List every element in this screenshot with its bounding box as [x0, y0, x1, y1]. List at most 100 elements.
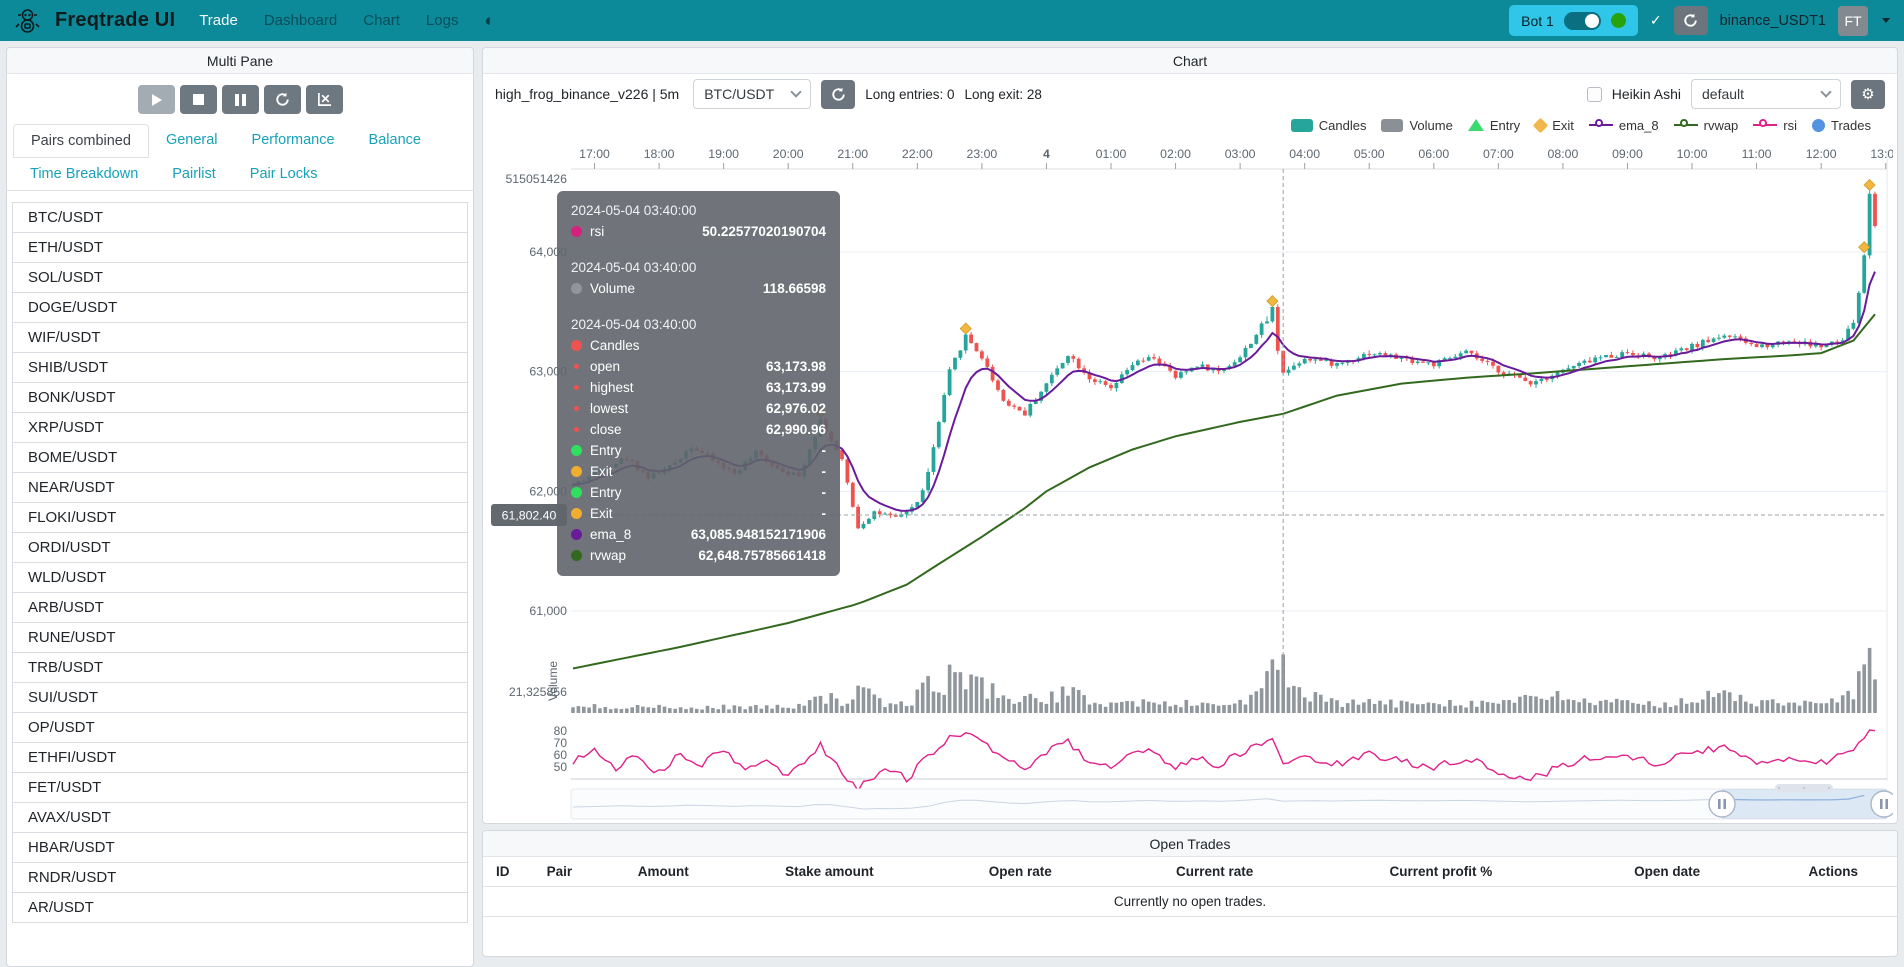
pair-item[interactable]: AR/USDT	[12, 892, 468, 923]
svg-text:11:00: 11:00	[1742, 147, 1772, 161]
svg-text:07:00: 07:00	[1483, 147, 1514, 161]
pair-item[interactable]: RNDR/USDT	[12, 862, 468, 893]
pair-item[interactable]: RUNE/USDT	[12, 622, 468, 653]
pair-item[interactable]: SHIB/USDT	[12, 352, 468, 383]
tab-balance[interactable]: Balance	[368, 132, 421, 148]
chart-panel-header: Chart	[483, 48, 1897, 74]
nav-link-trade[interactable]: Trade	[199, 12, 238, 29]
legend-trades[interactable]: Trades	[1812, 118, 1871, 133]
bot-instance-name: binance_USDT1	[1719, 12, 1826, 29]
bot-name: Bot 1	[1521, 12, 1554, 29]
column-amount: Amount	[637, 864, 689, 879]
svg-text:22:00: 22:00	[902, 147, 933, 161]
pair-item[interactable]: ETHFI/USDT	[12, 742, 468, 773]
reload-config-button[interactable]	[263, 85, 301, 114]
pair-select[interactable]: BTC/USDT	[693, 79, 812, 109]
column-open-date: Open date	[1634, 864, 1701, 879]
svg-text:18:00: 18:00	[644, 147, 675, 161]
brand-title[interactable]: Freqtrade UI	[55, 9, 176, 31]
datazoom-right-handle[interactable]	[1870, 790, 1893, 818]
column-stake-amount: Stake amount	[785, 864, 874, 879]
datazoom-left-handle[interactable]	[1708, 790, 1736, 818]
heikin-ashi-checkbox[interactable]	[1586, 86, 1602, 102]
svg-text:Volume: Volume	[546, 661, 560, 701]
stop-button[interactable]	[179, 85, 217, 114]
tab-general[interactable]: General	[165, 132, 218, 148]
user-avatar[interactable]: FT	[1838, 5, 1868, 36]
pair-item[interactable]: WLD/USDT	[12, 562, 468, 593]
pair-item[interactable]: ARB/USDT	[12, 592, 468, 623]
svg-text:RSI: RSI	[489, 715, 492, 735]
long-exits-label: Long exit: 28	[964, 86, 1042, 102]
nav-link-dashboard[interactable]: Dashboard	[263, 12, 338, 29]
svg-text:12:00: 12:00	[1806, 147, 1837, 161]
datazoom-slider[interactable]	[570, 784, 1893, 820]
svg-text:4: 4	[1043, 147, 1050, 161]
chart-panel: Chart high_frog_binance_v226 | 5m BTC/US…	[482, 47, 1898, 824]
plot-settings-button[interactable]: ⚙	[1851, 79, 1885, 109]
pair-item[interactable]: NEAR/USDT	[12, 472, 468, 503]
svg-text:06:00: 06:00	[1418, 147, 1449, 161]
pair-item[interactable]: XRP/USDT	[12, 412, 468, 443]
pair-item[interactable]: HBAR/USDT	[12, 832, 468, 863]
multi-pane-panel: Multi Pane Pairs combined General Performa…	[6, 47, 474, 967]
legend-exit[interactable]: Exit	[1532, 117, 1574, 133]
svg-text:61,000: 61,000	[529, 604, 567, 618]
pair-item[interactable]: BONK/USDT	[12, 382, 468, 413]
chart-legend: Candles Volume Entry Exit ema_8 rvwap rsi Trade…	[483, 114, 1897, 136]
svg-text:13:00: 13:00	[1870, 147, 1893, 161]
legend-volume[interactable]: Volume	[1381, 118, 1453, 133]
tab-performance[interactable]: Performance	[251, 132, 335, 148]
theme-toggle-icon[interactable]: ◐	[484, 10, 495, 30]
robot-logo-icon	[14, 7, 41, 34]
pair-item[interactable]: OP/USDT	[12, 712, 468, 743]
reload-button[interactable]	[1673, 6, 1708, 35]
pair-item[interactable]: FET/USDT	[12, 772, 468, 803]
legend-entry[interactable]: Entry	[1467, 118, 1520, 133]
nav-link-chart[interactable]: Chart	[363, 12, 400, 29]
legend-rsi[interactable]: rsi	[1753, 118, 1797, 133]
pair-item[interactable]: ETH/USDT	[12, 232, 468, 263]
legend-rvwap[interactable]: rvwap	[1673, 118, 1738, 133]
tab-pairs-combined[interactable]: Pairs combined	[13, 124, 149, 158]
tab-pair-locks[interactable]: Pair Locks	[249, 166, 318, 182]
column-current-rate: Current rate	[1176, 864, 1254, 879]
pair-item[interactable]: WIF/USDT	[12, 322, 468, 353]
pair-item[interactable]: FLOKI/USDT	[12, 502, 468, 533]
column-pair: Pair	[546, 864, 573, 879]
play-button[interactable]	[137, 85, 175, 114]
refresh-icon	[275, 92, 289, 106]
nav-links: Trade Dashboard Chart Logs	[199, 12, 458, 29]
svg-text:20:00: 20:00	[773, 147, 804, 161]
pause-button[interactable]	[221, 85, 259, 114]
svg-text:08:00: 08:00	[1548, 147, 1579, 161]
bot-selector[interactable]: Bot 1	[1509, 5, 1638, 36]
legend-candles[interactable]: Candles	[1290, 118, 1366, 133]
pair-item[interactable]: BTC/USDT	[12, 202, 468, 233]
pair-item[interactable]: SUI/USDT	[12, 682, 468, 713]
pair-item[interactable]: AVAX/USDT	[12, 802, 468, 833]
pair-item[interactable]: ORDI/USDT	[12, 532, 468, 563]
legend-ema_8[interactable]: ema_8	[1588, 118, 1659, 133]
svg-text:61,802.40: 61,802.40	[502, 508, 557, 522]
pair-item[interactable]: SOL/USDT	[12, 262, 468, 293]
ok-check-icon: ✓	[1649, 12, 1662, 28]
pair-item[interactable]: DOGE/USDT	[12, 292, 468, 323]
multi-pane-header: Multi Pane	[7, 48, 473, 74]
sidebar-tabs: Pairs combined General Performance Balance …	[7, 124, 473, 191]
svg-text:50: 50	[554, 760, 568, 774]
pair-item[interactable]: TRB/USDT	[12, 652, 468, 683]
refresh-icon	[832, 87, 845, 101]
open-trades-empty-row: Currently no open trades.	[483, 887, 1897, 917]
pair-item[interactable]: BOME/USDT	[12, 442, 468, 473]
tab-time-breakdown[interactable]: Time Breakdown	[30, 166, 139, 182]
clear-chart-button[interactable]	[305, 85, 343, 114]
chevron-down-icon[interactable]	[1882, 18, 1890, 23]
tab-pairlist[interactable]: Pairlist	[172, 166, 216, 182]
plot-config-select[interactable]: default	[1691, 79, 1841, 109]
nav-link-logs[interactable]: Logs	[425, 12, 459, 29]
bot-toggle[interactable]	[1563, 11, 1601, 30]
bot-controls	[7, 74, 473, 124]
chart-refresh-button[interactable]	[821, 79, 856, 109]
